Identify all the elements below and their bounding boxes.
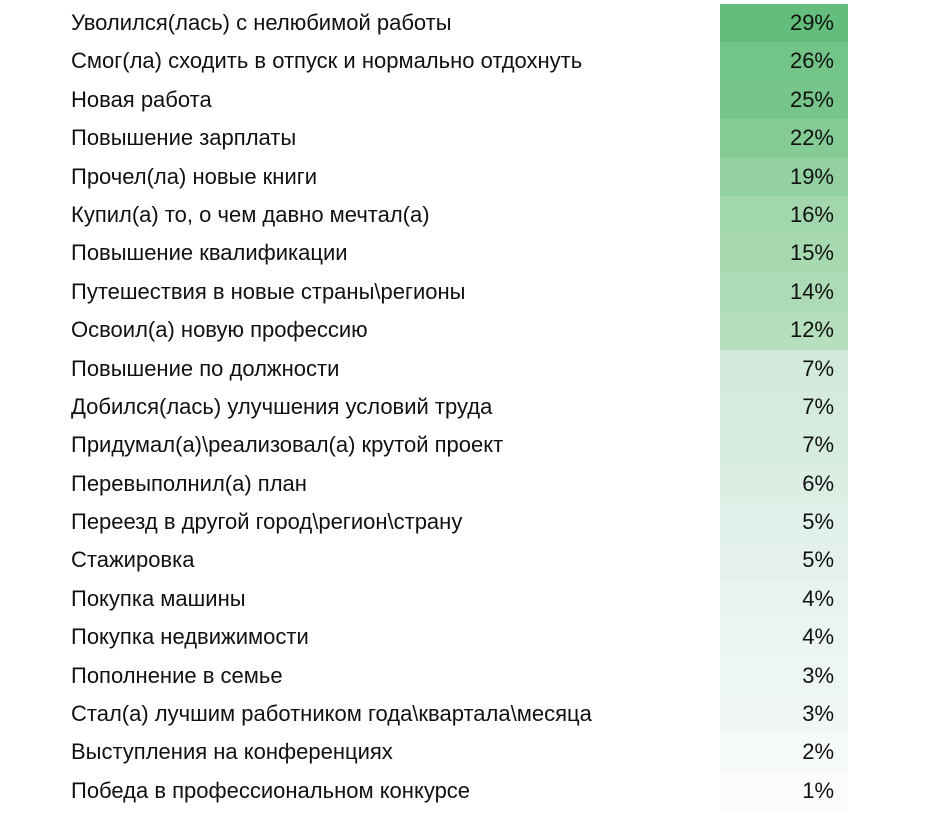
row-value: 7% — [802, 355, 834, 381]
table-row: Перевыполнил(а) план 6% — [0, 464, 928, 504]
table-row: Добился(лась) улучшения условий труда 7% — [0, 387, 928, 427]
table-row: Новая работа 25% — [0, 80, 928, 120]
row-value: 15% — [789, 240, 834, 266]
row-value: 26% — [789, 48, 834, 74]
value-cell: 4% — [720, 579, 848, 619]
row-label: Повышение по должности — [71, 355, 340, 381]
row-label: Победа в профессиональном конкурсе — [71, 777, 471, 803]
row-label: Новая работа — [71, 86, 212, 112]
row-label: Стал(а) лучшим работником года\квартала\… — [71, 701, 592, 727]
heatmap-table: Уволился(лась) с нелюбимой работы 29% Смог… — [0, 4, 928, 811]
row-label: Путешествия в новые страны\регионы — [71, 278, 466, 304]
row-value: 5% — [802, 547, 834, 573]
row-label: Стажировка — [71, 547, 195, 573]
value-cell: 22% — [720, 119, 848, 158]
row-label: Освоил(а) новую профессию — [71, 317, 368, 343]
row-label: Добился(лась) улучшения условий труда — [71, 393, 493, 419]
table-row: Повышение квалификации 15% — [0, 234, 928, 273]
value-cell: 4% — [720, 618, 848, 657]
row-value: 3% — [802, 662, 834, 688]
value-cell: 1% — [720, 771, 848, 811]
table-row: Прочел(ла) новые книги 19% — [0, 157, 928, 196]
row-label: Покупка машины — [71, 585, 246, 611]
row-value: 2% — [802, 739, 834, 765]
row-value: 22% — [789, 125, 834, 151]
value-cell: 2% — [720, 733, 848, 772]
value-cell: 14% — [720, 272, 848, 312]
table-row: Придумал(а)\реализовал(а) крутой проект 7… — [0, 426, 928, 465]
value-cell: 12% — [720, 311, 848, 350]
row-label: Повышение квалификации — [71, 240, 348, 266]
row-value: 16% — [789, 201, 834, 227]
table-row: Победа в профессиональном конкурсе 1% — [0, 771, 928, 811]
row-value: 6% — [802, 470, 834, 496]
row-label: Повышение зарплаты — [71, 125, 297, 151]
row-value: 25% — [789, 86, 834, 112]
row-value: 5% — [802, 509, 834, 535]
table-row: Смог(ла) сходить в отпуск и нормально от… — [0, 42, 928, 81]
row-label: Купил(а) то, о чем давно мечтал(а) — [71, 201, 430, 227]
table-row: Выступления на конференциях 2% — [0, 733, 928, 772]
value-cell: 19% — [720, 157, 848, 196]
value-cell: 16% — [720, 195, 848, 235]
table-row: Путешествия в новые страны\регионы 14% — [0, 272, 928, 312]
table-row: Пополнение в семье 3% — [0, 656, 928, 696]
value-cell: 3% — [720, 656, 848, 696]
table-row: Уволился(лась) с нелюбимой работы 29% — [0, 4, 928, 43]
row-label: Перевыполнил(а) план — [71, 470, 307, 496]
table-row: Освоил(а) новую профессию 12% — [0, 311, 928, 350]
row-value: 29% — [789, 10, 834, 35]
table-row: Покупка машины 4% — [0, 579, 928, 619]
value-cell: 7% — [720, 349, 848, 388]
table-row: Переезд в другой город\регион\страну 5% — [0, 503, 928, 542]
value-cell: 7% — [720, 426, 848, 465]
row-value: 3% — [802, 701, 834, 727]
row-value: 1% — [802, 777, 834, 803]
value-cell: 5% — [720, 503, 848, 542]
row-value: 7% — [802, 393, 834, 419]
row-value: 19% — [789, 163, 834, 189]
row-label: Выступления на конференциях — [71, 739, 393, 765]
value-cell: 26% — [720, 42, 848, 81]
row-label: Переезд в другой город\регион\страну — [71, 509, 463, 535]
row-label: Прочел(ла) новые книги — [71, 163, 318, 189]
row-label: Придумал(а)\реализовал(а) крутой проект — [71, 432, 504, 458]
table-row: Повышение по должности 7% — [0, 349, 928, 388]
row-label: Пополнение в семье — [71, 662, 283, 688]
table-row: Покупка недвижимости 4% — [0, 618, 928, 657]
row-value: 7% — [802, 432, 834, 458]
table-row: Повышение зарплаты 22% — [0, 119, 928, 158]
row-value: 4% — [802, 585, 834, 611]
value-cell: 6% — [720, 464, 848, 504]
value-cell: 5% — [720, 541, 848, 580]
row-value: 14% — [789, 278, 834, 304]
table-row: Стажировка 5% — [0, 541, 928, 580]
value-cell: 15% — [720, 234, 848, 273]
row-label: Уволился(лась) с нелюбимой работы — [71, 10, 452, 35]
row-label: Покупка недвижимости — [71, 624, 309, 650]
table-row: Стал(а) лучшим работником года\квартала\… — [0, 695, 928, 734]
value-cell: 7% — [720, 387, 848, 427]
table-row: Купил(а) то, о чем давно мечтал(а) 16% — [0, 195, 928, 235]
value-cell: 3% — [720, 695, 848, 734]
row-value: 4% — [802, 624, 834, 650]
row-label: Смог(ла) сходить в отпуск и нормально от… — [71, 48, 583, 74]
value-cell: 25% — [720, 80, 848, 120]
value-cell: 29% — [720, 4, 848, 43]
row-value: 12% — [789, 317, 834, 343]
